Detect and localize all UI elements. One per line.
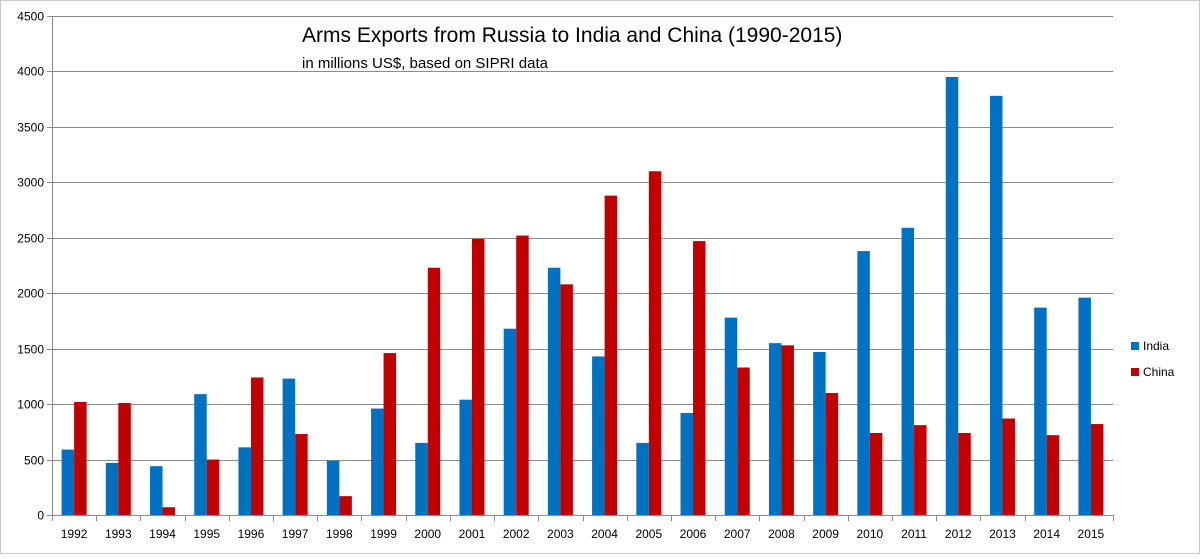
- legend-swatch-china: [1131, 368, 1139, 376]
- bar-india-2001: [459, 399, 472, 515]
- chart-subtitle: in millions US$, based on SIPRI data: [302, 55, 549, 72]
- bar-china-2008: [781, 345, 794, 515]
- bar-china-2007: [737, 367, 750, 515]
- x-tick-label-2001: 2001: [459, 527, 486, 541]
- x-tick-label-2006: 2006: [680, 527, 707, 541]
- bar-india-1995: [194, 394, 207, 515]
- bar-china-1995: [206, 459, 220, 515]
- bar-china-2011: [914, 425, 927, 515]
- x-tick-label-2007: 2007: [724, 527, 751, 541]
- x-tick-label-2009: 2009: [812, 527, 839, 541]
- bar-china-1993: [118, 403, 131, 515]
- bar-china-1994: [162, 507, 176, 515]
- bar-india-2014: [1034, 307, 1047, 515]
- bar-china-2002: [516, 235, 529, 515]
- legend-label-india: India: [1143, 339, 1169, 353]
- y-tick-label: 2500: [17, 232, 44, 246]
- bar-india-2011: [901, 227, 915, 515]
- x-tick-label-2014: 2014: [1033, 527, 1060, 541]
- y-tick-label: 1000: [17, 398, 44, 412]
- axes: 0 500 1000 1500 2000 2500 3000 3500 4000 4500 1992…: [17, 10, 1114, 541]
- bar-china-2013: [1002, 418, 1015, 515]
- x-tick-label-1996: 1996: [238, 527, 265, 541]
- y-tick-label: 4500: [17, 10, 44, 24]
- bar-india-2013: [989, 95, 1003, 515]
- y-tick-label: 4000: [17, 65, 44, 79]
- bar-china-2012: [958, 432, 971, 515]
- y-tick-label: 3500: [17, 121, 44, 135]
- bar-india-1998: [326, 460, 340, 515]
- bar-india-1997: [282, 378, 296, 515]
- bar-india-1994: [150, 466, 163, 515]
- x-tick-label-2012: 2012: [945, 527, 972, 541]
- bar-india-2006: [680, 412, 694, 515]
- bar-china-2000: [427, 267, 441, 515]
- bar-india-2010: [857, 251, 870, 515]
- x-tick-label-2000: 2000: [414, 527, 441, 541]
- bar-china-1998: [339, 496, 352, 515]
- bar-india-1993: [105, 462, 119, 515]
- bar-china-2006: [693, 241, 706, 516]
- bar-india-2004: [592, 356, 605, 515]
- bar-india-1996: [238, 447, 251, 515]
- bar-india-2015: [1078, 297, 1091, 515]
- x-tick-label-2005: 2005: [635, 527, 662, 541]
- gridlines: [52, 16, 1113, 516]
- y-tick-label: 500: [24, 454, 44, 468]
- bar-india-2000: [415, 442, 428, 515]
- bar-china-2001: [471, 238, 485, 516]
- bar-china-2005: [648, 171, 662, 515]
- bar-china-2003: [560, 284, 573, 515]
- x-tick-label-2013: 2013: [989, 527, 1016, 541]
- bar-india-2007: [724, 317, 738, 515]
- x-tick-label-2003: 2003: [547, 527, 574, 541]
- legend: India China: [1131, 339, 1175, 379]
- bar-china-2014: [1046, 435, 1060, 515]
- x-tick-label-1998: 1998: [326, 527, 353, 541]
- y-tick-label: 1500: [17, 343, 44, 357]
- bar-china-1999: [383, 353, 397, 515]
- bar-india-2002: [503, 328, 517, 515]
- x-tick-label-1994: 1994: [149, 527, 176, 541]
- bar-india-2009: [813, 351, 826, 515]
- x-tick-label-2015: 2015: [1078, 527, 1105, 541]
- x-tick-label-1999: 1999: [370, 527, 397, 541]
- x-tick-label-1997: 1997: [282, 527, 309, 541]
- x-tick-label-1995: 1995: [193, 527, 220, 541]
- x-tick-label-2011: 2011: [901, 527, 927, 541]
- y-tick-label: 2000: [17, 287, 44, 301]
- x-tick-label-2002: 2002: [503, 527, 530, 541]
- bar-china-1996: [250, 377, 264, 515]
- bar-india-2005: [636, 442, 649, 515]
- bar-india-1992: [61, 449, 75, 515]
- bar-india-2012: [945, 76, 959, 515]
- bar-india-2003: [547, 267, 561, 515]
- y-tick-label: 3000: [17, 176, 44, 190]
- bar-india-2008: [768, 343, 782, 515]
- bar-china-2010: [869, 432, 883, 515]
- y-tick-label: 0: [37, 509, 44, 523]
- bar-china-2004: [604, 195, 618, 515]
- legend-label-china: China: [1143, 365, 1175, 379]
- legend-swatch-india: [1131, 342, 1139, 350]
- x-tick-label-2004: 2004: [591, 527, 618, 541]
- x-tick-label-1992: 1992: [61, 527, 88, 541]
- bar-china-2009: [825, 393, 839, 515]
- bar-china-1992: [74, 401, 87, 515]
- chart-title: Arms Exports from Russia to India and Ch…: [302, 24, 842, 47]
- x-tick-label-2008: 2008: [768, 527, 795, 541]
- bar-china-1997: [295, 434, 308, 515]
- bars: [61, 76, 1104, 516]
- x-tick-label-1993: 1993: [105, 527, 132, 541]
- x-tick-label-2010: 2010: [857, 527, 884, 541]
- bar-india-1999: [371, 408, 384, 515]
- bar-china-2015: [1090, 424, 1104, 515]
